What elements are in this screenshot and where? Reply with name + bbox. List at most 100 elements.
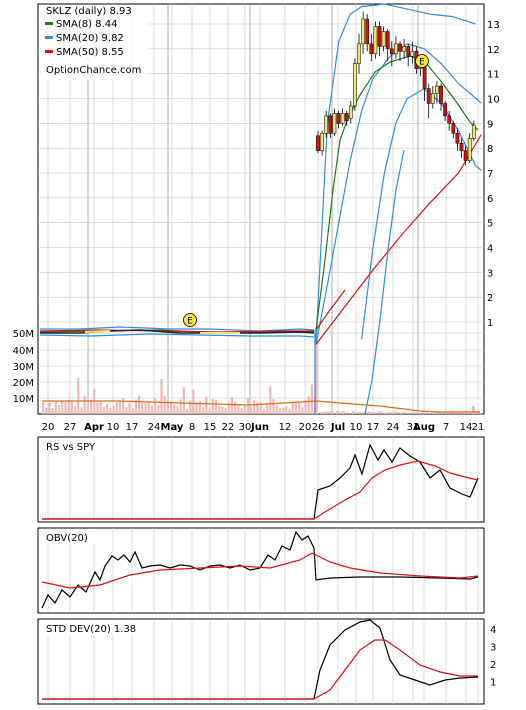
volume-bar [301, 407, 304, 414]
volume-bar [400, 412, 403, 414]
volume-bar [364, 411, 367, 414]
x-tick-label: 26 [312, 422, 325, 433]
x-tick-label: 15 [204, 422, 217, 433]
candle-body [443, 103, 447, 117]
candle-body [365, 18, 370, 45]
volume-bar [416, 412, 419, 414]
sma20-upper-band-flat [40, 326, 315, 332]
volume-tick-label: 50M [13, 329, 34, 340]
volume-bar [106, 404, 109, 414]
candle-body [353, 63, 357, 107]
volume-bar [374, 412, 377, 414]
candle-body [398, 43, 402, 52]
volume-bar [406, 412, 409, 414]
obv-line [41, 530, 479, 609]
volume-bar [227, 401, 230, 414]
earnings-marker [415, 54, 429, 68]
volume-bar [448, 412, 451, 414]
volume-bar [163, 396, 166, 414]
price-tick-label: 10 [487, 95, 500, 106]
volume-bar [259, 402, 262, 414]
volume-bar [480, 412, 483, 414]
candle-body [348, 105, 353, 119]
sma50-line-flat [39, 329, 314, 333]
volume-bar [67, 399, 70, 414]
volume-bar [141, 402, 144, 414]
price-tick-label: 2 [487, 293, 493, 304]
volume-bar [355, 411, 358, 414]
volume-bar [221, 406, 224, 414]
x-tick-label: 14 [460, 422, 473, 433]
volume-bar [208, 408, 211, 414]
volume-bar [154, 398, 157, 414]
candle-body [385, 31, 390, 50]
volume-bar [320, 412, 323, 414]
volume-bar [342, 411, 345, 414]
x-tick-label: 31 [407, 422, 420, 433]
obv-panel-title: OBV(20) [46, 533, 88, 544]
x-tick-label: 24 [387, 422, 400, 433]
volume-average-line [42, 400, 480, 413]
volume-bar [202, 407, 205, 414]
volume-bar [134, 399, 137, 414]
volume-bar [230, 397, 233, 414]
sma50-line-start [315, 289, 346, 331]
volume-bar [403, 411, 406, 414]
volume-bar [48, 402, 51, 414]
earnings-marker-label: E [187, 317, 193, 327]
volume-bar [211, 399, 214, 414]
volume-bar [83, 395, 86, 414]
volume-bar [307, 396, 310, 414]
volume-bar [160, 378, 163, 414]
volume-bar [131, 408, 134, 414]
volume-bar [128, 402, 131, 414]
volume-bar [457, 412, 460, 414]
x-tick-label: 30 [239, 422, 252, 433]
volume-bar [125, 407, 128, 414]
sma20-lower-band-rise [364, 149, 405, 415]
sma8-legend-swatch [45, 22, 53, 25]
x-tick-label: 20 [299, 422, 312, 433]
volume-bar [80, 407, 83, 414]
candle-body [455, 133, 460, 144]
volume-bar [237, 405, 240, 414]
std-panel-frame [37, 618, 485, 705]
volume-bar [234, 402, 237, 414]
candle-body [373, 26, 378, 55]
volume-bar [262, 408, 265, 414]
candle-body [394, 43, 398, 55]
volume-bar [182, 387, 185, 414]
sma20-legend: SMA(20) 9.82 [56, 33, 124, 44]
x-tick-label: 17 [126, 422, 139, 433]
candle-body [451, 123, 456, 134]
std-panel-title: STD DEV(20) 1.38 [46, 624, 136, 635]
std-tick-label: 3 [490, 643, 496, 654]
volume-bar [419, 412, 422, 414]
volume-bar [371, 411, 374, 414]
sma50-legend-swatch [45, 50, 53, 53]
volume-bar [246, 397, 249, 414]
candle-body [336, 113, 341, 124]
volume-bar [467, 412, 470, 414]
candle-body [430, 93, 435, 104]
volume-tick-label: 10M [13, 394, 34, 405]
obv-panel-frame [37, 527, 485, 614]
candle-body [357, 43, 361, 64]
volume-bar [42, 402, 45, 414]
volume-bar [282, 407, 285, 414]
volume-bar [218, 405, 221, 414]
volume-bar [304, 399, 307, 414]
volume-bar [323, 411, 326, 414]
volume-bar [250, 406, 253, 414]
price-tick-label: 11 [487, 70, 500, 81]
price-tick-label: 3 [487, 268, 493, 279]
candle-body [459, 142, 464, 151]
volume-bar [109, 407, 112, 414]
volume-bar [358, 411, 361, 414]
volume-bar [339, 411, 342, 414]
volume-bar [61, 399, 64, 414]
x-tick-label: 10 [107, 422, 120, 433]
volume-bar [186, 408, 189, 414]
